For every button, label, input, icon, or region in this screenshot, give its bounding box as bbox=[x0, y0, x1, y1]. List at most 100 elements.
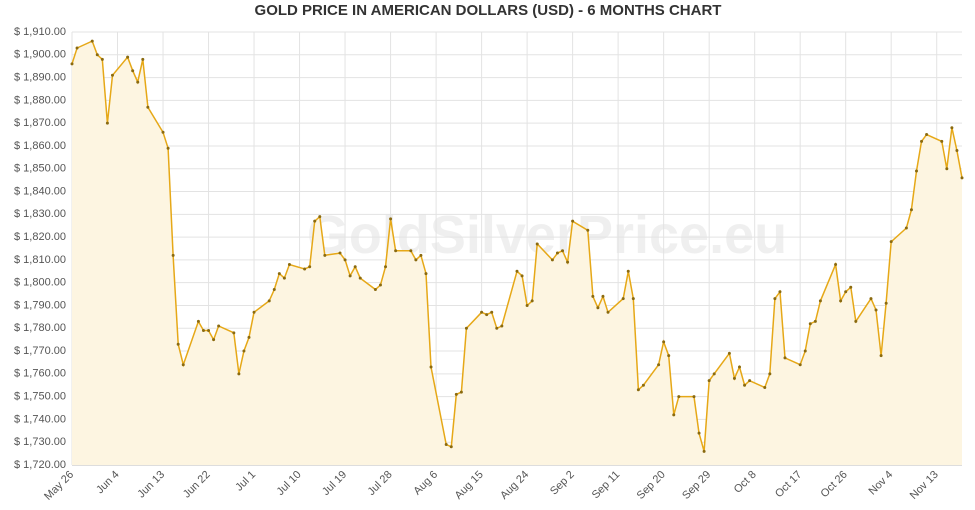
point bbox=[869, 297, 873, 301]
y-tick-label: $ 1,820.00 bbox=[14, 231, 66, 243]
point bbox=[495, 326, 499, 330]
y-tick-label: $ 1,730.00 bbox=[14, 436, 66, 448]
point bbox=[343, 258, 347, 262]
x-tick-label: Aug 6 bbox=[411, 469, 440, 498]
point bbox=[591, 294, 595, 298]
point bbox=[70, 62, 74, 66]
x-tick-label: Oct 26 bbox=[818, 469, 849, 500]
point bbox=[237, 372, 241, 376]
point bbox=[161, 130, 165, 134]
point bbox=[889, 240, 893, 244]
point bbox=[201, 329, 205, 333]
point bbox=[409, 249, 413, 253]
x-tick-label: Jun 22 bbox=[181, 469, 213, 501]
point bbox=[146, 105, 150, 109]
y-tick-label: $ 1,760.00 bbox=[14, 368, 66, 380]
x-tick-label: Jul 28 bbox=[366, 469, 395, 498]
point bbox=[90, 39, 94, 43]
point bbox=[727, 351, 731, 355]
point bbox=[763, 386, 767, 390]
point bbox=[945, 167, 949, 171]
point bbox=[242, 349, 246, 353]
point bbox=[126, 55, 130, 59]
y-tick-label: $ 1,790.00 bbox=[14, 299, 66, 311]
point bbox=[854, 319, 858, 323]
point bbox=[773, 297, 777, 301]
point bbox=[530, 299, 534, 303]
point bbox=[207, 329, 211, 333]
y-tick-label: $ 1,800.00 bbox=[14, 277, 66, 289]
point bbox=[389, 217, 393, 221]
point bbox=[955, 149, 959, 153]
point bbox=[525, 303, 529, 307]
point bbox=[631, 297, 635, 301]
y-tick-label: $ 1,880.00 bbox=[14, 94, 66, 106]
point bbox=[621, 297, 625, 301]
point bbox=[550, 258, 554, 262]
point bbox=[95, 53, 99, 57]
point bbox=[272, 288, 276, 292]
point bbox=[834, 262, 838, 266]
y-tick-label: $ 1,900.00 bbox=[14, 49, 66, 61]
point bbox=[464, 326, 468, 330]
point bbox=[444, 442, 448, 446]
area bbox=[72, 41, 962, 465]
point bbox=[768, 372, 772, 376]
point bbox=[707, 379, 711, 383]
point bbox=[384, 265, 388, 269]
point bbox=[485, 313, 489, 317]
point bbox=[692, 395, 696, 399]
point bbox=[267, 299, 271, 303]
x-tick-label: Jul 19 bbox=[320, 469, 349, 498]
point bbox=[500, 324, 504, 328]
y-tick-label: $ 1,830.00 bbox=[14, 208, 66, 220]
point bbox=[373, 288, 377, 292]
point bbox=[778, 290, 782, 294]
point bbox=[667, 354, 671, 358]
point bbox=[960, 176, 964, 180]
point bbox=[748, 379, 752, 383]
point bbox=[394, 249, 398, 253]
point bbox=[358, 276, 362, 280]
x-tick-label: Aug 24 bbox=[498, 469, 531, 502]
point bbox=[480, 310, 484, 314]
point bbox=[672, 413, 676, 417]
y-tick-label: $ 1,850.00 bbox=[14, 163, 66, 175]
point bbox=[914, 169, 918, 173]
point bbox=[697, 431, 701, 435]
y-tick-label: $ 1,890.00 bbox=[14, 71, 66, 83]
point bbox=[884, 301, 888, 305]
point bbox=[803, 349, 807, 353]
point bbox=[378, 283, 382, 287]
y-tick-label: $ 1,750.00 bbox=[14, 391, 66, 403]
point bbox=[282, 276, 286, 280]
point bbox=[712, 372, 716, 376]
point bbox=[813, 319, 817, 323]
point bbox=[904, 226, 908, 230]
x-tick-label: Nov 4 bbox=[867, 469, 896, 498]
point bbox=[419, 253, 423, 257]
x-tick-label: Aug 15 bbox=[453, 469, 486, 502]
point bbox=[662, 340, 666, 344]
point bbox=[940, 139, 944, 143]
y-tick-label: $ 1,740.00 bbox=[14, 413, 66, 425]
point bbox=[641, 383, 645, 387]
point bbox=[348, 274, 352, 278]
y-tick-label: $ 1,860.00 bbox=[14, 140, 66, 152]
y-tick-label: $ 1,810.00 bbox=[14, 254, 66, 266]
point bbox=[818, 299, 822, 303]
point bbox=[424, 272, 428, 276]
point bbox=[783, 356, 787, 360]
x-tick-label: Sep 20 bbox=[635, 469, 668, 502]
y-tick-label: $ 1,780.00 bbox=[14, 322, 66, 334]
point bbox=[677, 395, 681, 399]
point bbox=[849, 285, 853, 289]
y-tick-label: $ 1,840.00 bbox=[14, 185, 66, 197]
point bbox=[950, 126, 954, 130]
point bbox=[323, 253, 327, 257]
point bbox=[141, 57, 145, 61]
point bbox=[636, 388, 640, 392]
x-tick-label: Jul 10 bbox=[274, 469, 303, 498]
point bbox=[166, 146, 170, 150]
